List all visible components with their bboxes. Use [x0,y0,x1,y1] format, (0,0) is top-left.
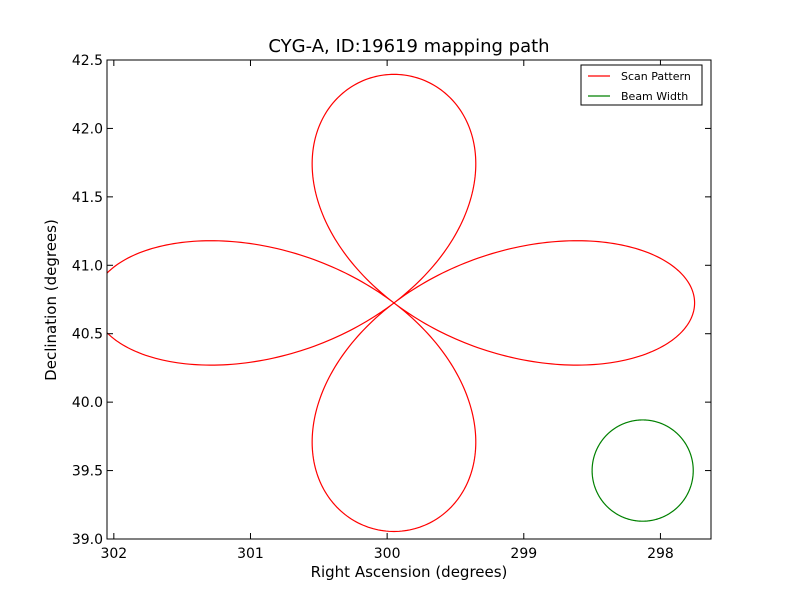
x-axis-label: Right Ascension (degrees) [311,563,508,581]
y-tick-label: 41.5 [72,190,103,206]
legend-label-beam-width: Beam Width [621,90,688,103]
chart-title: CYG-A, ID:19619 mapping path [268,36,549,57]
y-tick-label: 40.0 [72,395,103,411]
scan-pattern-line [107,73,696,533]
y-tick-label: 42.0 [72,121,103,137]
legend: Scan Pattern Beam Width [580,64,703,106]
x-tick-label: 299 [510,546,537,562]
x-tick-label: 301 [237,546,264,562]
x-tick-label: 300 [374,546,401,562]
y-tick-label: 39.5 [72,464,103,480]
y-tick-label: 39.0 [72,532,103,548]
plot-area [107,60,711,539]
beam-width-circle [591,419,694,522]
legend-box [580,64,703,106]
x-tick-label: 302 [100,546,127,562]
y-axis-label: Declination (degrees) [42,219,60,381]
x-tick-label: 298 [647,546,674,562]
y-tick-label: 40.5 [72,327,103,343]
y-tick-label: 42.5 [72,53,103,69]
plot-frame [106,59,712,540]
y-tick-label: 41.0 [72,258,103,274]
legend-label-scan-pattern: Scan Pattern [621,70,691,83]
